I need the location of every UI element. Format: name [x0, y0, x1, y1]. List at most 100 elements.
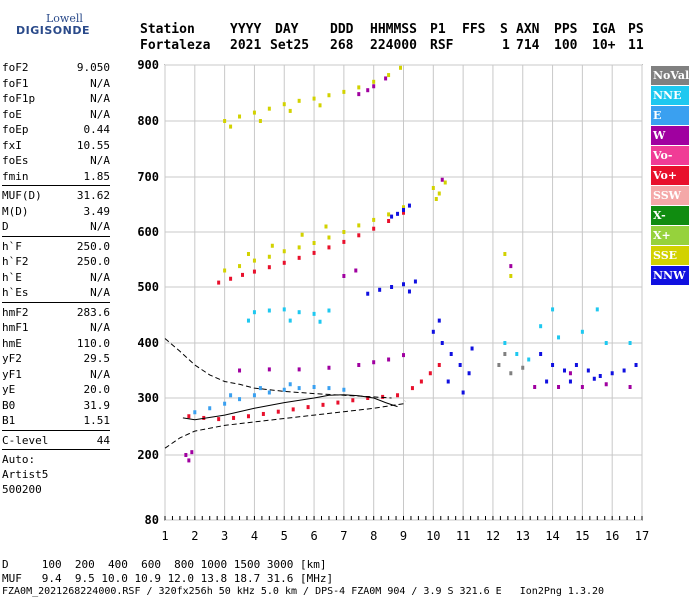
logo-line2: DIGISONDE — [16, 24, 90, 37]
legend-x: X- — [651, 206, 689, 225]
echo-point — [261, 411, 265, 416]
footer-file-info: FZA0M_2021268224000.RSF / 320fx256h 50 k… — [2, 586, 605, 597]
echo-point — [223, 119, 227, 123]
param-value: 0.44 — [83, 123, 111, 136]
echo-point — [190, 450, 194, 455]
echo-point — [557, 335, 561, 340]
echo-point — [208, 406, 212, 411]
echo-point — [241, 272, 245, 277]
header-value-10: 11 — [628, 38, 644, 53]
echo-point — [327, 245, 331, 250]
echo-point — [229, 393, 233, 398]
echo-point — [312, 311, 316, 316]
param-label: h`F2 — [2, 255, 29, 268]
header-value-9: 10+ — [592, 38, 616, 53]
echo-point — [217, 280, 221, 285]
lowell-digisonde-logo: Lowell DIGISONDE — [6, 6, 116, 46]
autoscaling-info: Auto: Artist5 500200 — [2, 452, 110, 497]
echo-point — [503, 341, 507, 345]
echo-point — [402, 205, 405, 210]
param-value: 20.0 — [83, 383, 111, 396]
param-label: foF2 — [2, 61, 29, 74]
logo-line1: Lowell — [46, 12, 83, 25]
param-label: h`F — [2, 239, 22, 253]
header-value-7: 714 — [516, 38, 540, 53]
param-row-md: M(D) 3.49 — [2, 204, 110, 220]
y-tick-label: 300 — [137, 391, 159, 405]
echo-point — [312, 241, 316, 245]
echo-point — [431, 186, 435, 190]
echo-point — [586, 368, 590, 373]
echo-point — [413, 279, 417, 284]
echo-point — [238, 397, 242, 402]
x-tick-label: 4 — [251, 529, 258, 543]
echo-point — [267, 254, 271, 259]
echo-point — [449, 352, 453, 356]
profile-curve — [164, 400, 406, 449]
header-value-6: 1 — [502, 38, 510, 53]
echo-point — [419, 379, 423, 384]
y-tick-label: 400 — [137, 336, 159, 350]
echo-point — [372, 217, 376, 222]
param-row-hf: h`F 250.0 — [2, 239, 110, 255]
echo-point — [357, 85, 361, 90]
echo-point — [357, 233, 361, 238]
echo-point — [437, 191, 441, 196]
echo-point — [562, 368, 566, 373]
echo-point — [252, 310, 256, 315]
param-label: B1 — [2, 414, 16, 427]
echo-point — [580, 385, 584, 389]
param-value: 31.62 — [76, 189, 110, 202]
echo-point — [267, 390, 271, 395]
param-value: N/A — [90, 154, 110, 167]
echo-point — [446, 379, 450, 384]
echo-point — [440, 177, 444, 182]
legend-e: E — [651, 106, 689, 125]
echo-point — [300, 232, 304, 237]
echo-point — [384, 76, 388, 81]
x-tick-label: 10 — [426, 529, 440, 543]
echo-point — [592, 376, 596, 381]
echo-point — [258, 386, 262, 391]
param-row-mufd: MUF(D) 31.62 — [2, 188, 110, 204]
param-value: N/A — [90, 367, 110, 381]
param-value: N/A — [90, 286, 110, 299]
echo-point — [312, 96, 316, 101]
x-tick-label: 3 — [221, 529, 228, 543]
echo-point — [229, 124, 233, 129]
profile-curve — [182, 394, 398, 421]
param-row-fof1: foF1 N/A — [2, 76, 110, 92]
param-divider — [2, 301, 110, 303]
header-value-8: 100 — [554, 38, 578, 53]
param-label: fxI — [2, 138, 22, 152]
echo-point — [297, 310, 301, 315]
echo-point — [461, 390, 465, 395]
param-value: 110.0 — [76, 336, 110, 350]
echo-point — [217, 417, 221, 422]
param-value: 31.9 — [83, 398, 111, 412]
echo-point — [551, 363, 555, 367]
echo-point — [387, 73, 391, 78]
x-tick-label: 16 — [605, 529, 619, 543]
x-tick-label: 1 — [161, 529, 168, 543]
echo-point — [297, 245, 301, 250]
legend-vo: Vo- — [651, 146, 689, 165]
echo-point — [366, 88, 370, 93]
echo-point — [378, 287, 382, 292]
param-row-foep: foEp 0.44 — [2, 122, 110, 138]
echo-point — [306, 405, 310, 410]
echo-point — [381, 394, 385, 399]
echo-point — [357, 223, 361, 228]
header-value-0: Fortaleza — [140, 38, 211, 53]
auto-line2: Artist5 — [2, 468, 49, 481]
param-label: foE — [2, 107, 22, 121]
echo-point — [509, 371, 513, 376]
echo-point — [372, 79, 376, 84]
echo-point — [402, 208, 405, 212]
header-label-10: IGA — [592, 22, 616, 37]
legend-x: X+ — [651, 226, 689, 245]
footer-d-row: D 100 200 400 600 800 1000 1500 3000 [km… — [2, 558, 327, 571]
echo-point — [595, 307, 599, 312]
param-divider — [2, 429, 110, 431]
